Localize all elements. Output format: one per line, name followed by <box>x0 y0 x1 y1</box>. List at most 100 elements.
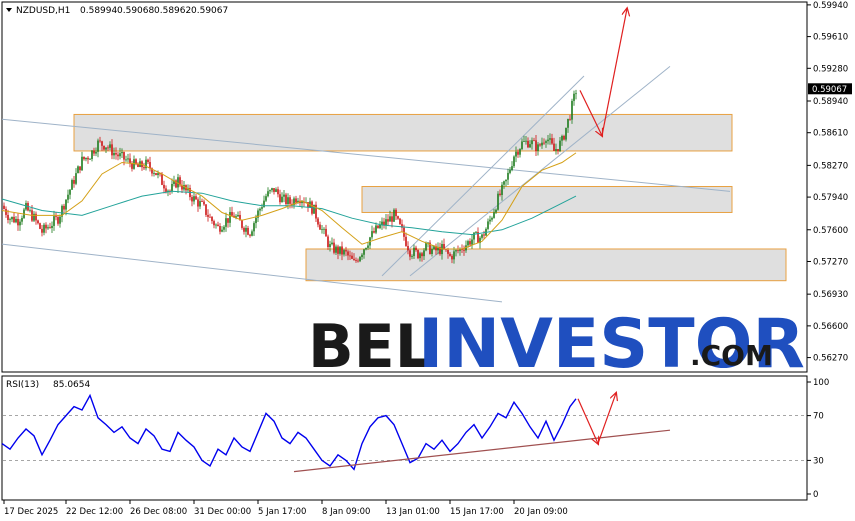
rsi-trend-line[interactable] <box>293 429 671 473</box>
candle-body <box>331 242 333 245</box>
candle-body <box>477 231 479 244</box>
candle-body <box>89 158 91 160</box>
candle-body <box>393 209 395 222</box>
candle-body <box>243 227 245 232</box>
candle-body <box>13 216 15 223</box>
candle-body <box>343 250 345 255</box>
candle-body <box>483 234 485 236</box>
candle-body <box>499 193 501 195</box>
candle-body <box>279 194 281 203</box>
candle-body <box>51 225 53 228</box>
candle-body <box>251 231 253 236</box>
high-value: 0.59068 <box>117 6 154 16</box>
candle-body <box>385 219 387 226</box>
candle-body <box>555 149 557 151</box>
candle-body <box>475 231 477 233</box>
candle-body <box>55 216 57 218</box>
price-tick-label: 0.59610 <box>813 33 848 43</box>
candle-body <box>481 234 483 238</box>
candle-body <box>289 197 291 204</box>
rsi-axis: 100 70 30 0 <box>807 378 829 500</box>
candle-body <box>411 256 413 257</box>
candle-body <box>471 239 473 245</box>
candle-body <box>107 147 109 149</box>
candle-body <box>263 200 265 208</box>
candle-body <box>245 227 247 232</box>
candle-body <box>145 159 147 169</box>
candle-body <box>271 188 273 191</box>
candle-body <box>103 145 105 150</box>
candle-body <box>515 151 517 157</box>
rsi-tick-label: 70 <box>813 412 824 422</box>
candle-body <box>529 144 531 148</box>
candle-body <box>183 185 185 190</box>
candle-body <box>567 118 569 128</box>
candle-body <box>93 150 95 154</box>
candle-body <box>375 225 377 233</box>
candle-body <box>373 231 375 233</box>
candle-body <box>125 159 127 161</box>
candle-body <box>57 217 59 224</box>
trend-line[interactable] <box>409 66 671 277</box>
candle-body <box>5 208 7 215</box>
candle-body <box>503 181 505 185</box>
candle-body <box>551 138 553 144</box>
candle-body <box>573 93 575 101</box>
trend-line[interactable] <box>1 243 503 303</box>
candle-body <box>437 246 439 251</box>
trend-line[interactable] <box>381 75 585 277</box>
candle-body <box>317 218 319 225</box>
candle-body <box>171 183 173 192</box>
candle-body <box>99 140 101 142</box>
candle-body <box>215 224 217 226</box>
candle-body <box>381 221 383 225</box>
candle-body <box>101 141 103 146</box>
candle-body <box>73 180 75 184</box>
low-value: 0.58962 <box>154 6 191 16</box>
candle-body <box>535 140 537 151</box>
candle-body <box>39 223 41 229</box>
candle-body <box>565 127 567 140</box>
candle-body <box>543 142 545 144</box>
rsi-forecast-arrows <box>577 393 616 443</box>
candle-body <box>337 246 339 254</box>
candle-body <box>83 156 85 160</box>
candle-body <box>117 154 119 157</box>
candle-body <box>67 194 69 200</box>
candle-body <box>7 214 9 220</box>
candle-body <box>273 188 275 192</box>
candle-body <box>427 242 429 244</box>
candle-body <box>75 173 77 184</box>
candle-body <box>553 143 555 151</box>
candle-body <box>455 250 457 252</box>
candle-body <box>221 229 223 232</box>
candle-body <box>33 213 35 221</box>
trend-line[interactable] <box>1 118 731 192</box>
candle-body <box>205 204 207 215</box>
forecast-arrow <box>601 9 627 136</box>
candle-body <box>495 209 497 213</box>
candle-body <box>161 174 163 185</box>
candle-body <box>349 255 351 257</box>
candle-body <box>467 241 469 246</box>
price-tick-label: 0.59280 <box>813 64 848 74</box>
candle-body <box>249 234 251 236</box>
rsi-line <box>1 393 577 471</box>
candle-body <box>219 225 221 232</box>
price-zone <box>361 186 733 213</box>
candle-body <box>29 210 31 212</box>
candle-body <box>137 164 139 167</box>
candle-body <box>339 246 341 254</box>
rsi-header: RSI(13) 85.0654 <box>6 380 90 390</box>
price-tick-label: 0.56930 <box>813 290 848 300</box>
open-value: 0.58994 <box>80 6 117 16</box>
time-tick-label: 31 Dec 00:00 <box>194 507 251 517</box>
candle-body <box>469 241 471 245</box>
symbol-dropdown-icon[interactable] <box>6 8 12 12</box>
candle-body <box>409 250 411 257</box>
candle-body <box>415 247 417 251</box>
rsi-levels <box>3 415 806 461</box>
candle-body <box>473 232 475 240</box>
price-axis: 0.59940 0.59610 0.59280 0.58940 0.58610 0.582… <box>807 1 848 364</box>
